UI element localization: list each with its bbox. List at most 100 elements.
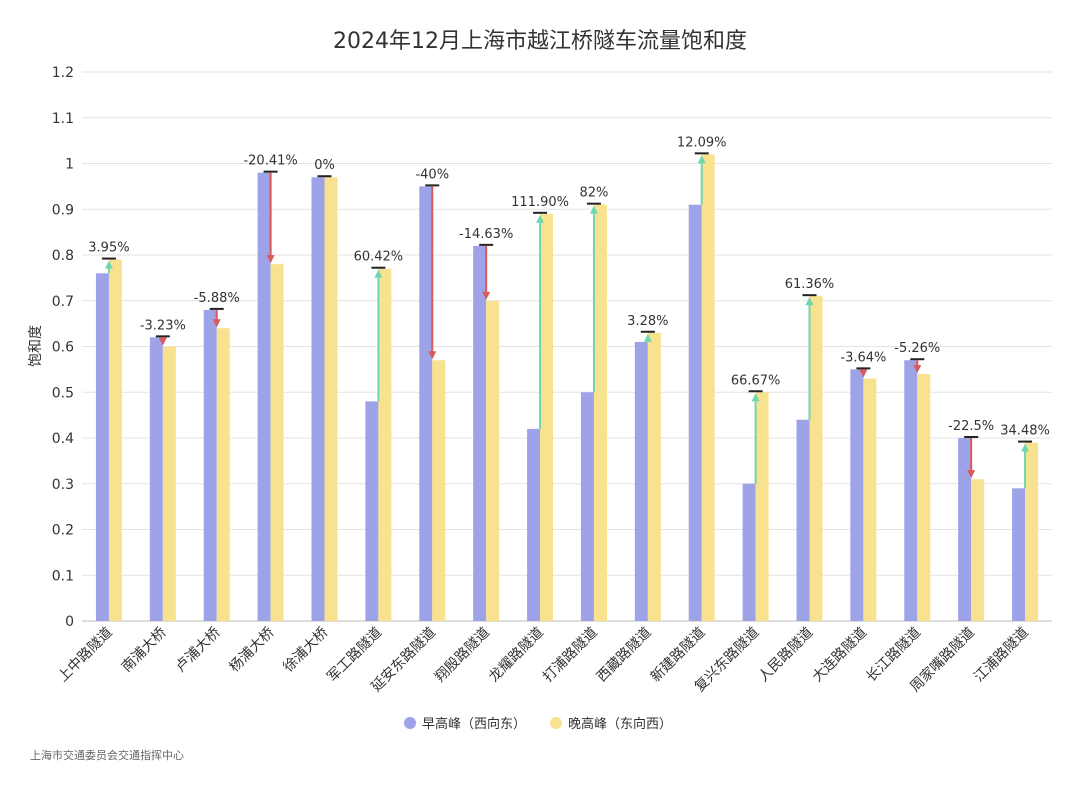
change-label: -14.63% bbox=[459, 227, 513, 242]
y-tick-label: 0 bbox=[65, 614, 74, 630]
change-label: -22.5% bbox=[948, 419, 994, 434]
change-label: 12.09% bbox=[677, 135, 727, 150]
change-arrow-head bbox=[374, 269, 383, 278]
change-label: -40% bbox=[415, 167, 449, 182]
bar-morning bbox=[688, 204, 702, 622]
legend-marker-morning bbox=[404, 717, 416, 729]
bar-morning bbox=[473, 245, 487, 621]
bar-morning bbox=[257, 172, 271, 621]
category-label: 江浦路隧道 bbox=[971, 625, 1032, 686]
bar-evening bbox=[917, 373, 931, 621]
change-arrow-head bbox=[859, 369, 868, 378]
bar-evening bbox=[593, 204, 607, 622]
category-label: 上中路隧道 bbox=[55, 625, 116, 686]
legend: 早高峰（西向东） 晚高峰（东向西） bbox=[404, 716, 672, 732]
change-label: 3.28% bbox=[627, 314, 668, 329]
change-label: 66.67% bbox=[731, 373, 781, 388]
y-tick-label: 0.1 bbox=[52, 568, 74, 584]
y-axis: 0 0.1 0.2 0.3 0.4 0.5 0.6 0.7 0.8 0.9 1 1.1 1.2 bbox=[52, 65, 74, 630]
bar-evening bbox=[108, 259, 122, 621]
bar-morning bbox=[742, 483, 756, 621]
grid bbox=[82, 71, 1052, 622]
bar-evening bbox=[971, 479, 985, 621]
change-arrow-head bbox=[158, 337, 167, 346]
bar-evening bbox=[863, 378, 877, 621]
bar-morning bbox=[958, 438, 972, 621]
y-axis-label: 饱和度 bbox=[28, 325, 44, 367]
category-label: 西藏路隧道 bbox=[594, 625, 655, 686]
y-tick-label: 1 bbox=[65, 157, 74, 173]
bar-morning bbox=[580, 392, 594, 621]
category-label: 徐浦大桥 bbox=[280, 625, 331, 676]
change-arrow-head bbox=[697, 155, 706, 164]
chart-title: 2024年12月上海市越江桥隧车流量饱和度 bbox=[333, 29, 747, 54]
category-label: 龙耀路隧道 bbox=[486, 625, 547, 686]
category-label: 杨浦大桥 bbox=[227, 625, 278, 676]
bar-evening bbox=[378, 268, 392, 621]
change-arrow-head bbox=[428, 351, 437, 360]
change-label: 60.42% bbox=[354, 250, 404, 265]
bar-evening bbox=[216, 328, 230, 621]
change-label: -5.26% bbox=[894, 341, 940, 356]
y-tick-label: 0.6 bbox=[52, 340, 74, 356]
bar-evening bbox=[1025, 442, 1039, 621]
category-label: 翔殷路隧道 bbox=[432, 625, 493, 686]
change-arrow-head bbox=[482, 291, 491, 300]
bars bbox=[95, 154, 1039, 622]
bar-morning bbox=[203, 309, 217, 621]
change-label: -3.23% bbox=[140, 318, 186, 333]
bar-morning bbox=[850, 369, 864, 621]
y-tick-label: 1.2 bbox=[52, 65, 74, 81]
change-label: -5.88% bbox=[194, 291, 240, 306]
bar-evening bbox=[324, 177, 338, 621]
change-arrow-head bbox=[536, 214, 545, 223]
bar-evening bbox=[540, 213, 554, 621]
change-arrow-head bbox=[913, 364, 922, 373]
bar-morning bbox=[1012, 488, 1026, 621]
category-label: 南浦大桥 bbox=[119, 625, 170, 676]
category-label: 卢浦大桥 bbox=[173, 625, 224, 676]
bar-evening bbox=[432, 360, 446, 621]
bar-evening bbox=[162, 346, 176, 621]
legend-label-morning: 早高峰（西向东） bbox=[422, 716, 526, 732]
x-axis: 上中路隧道 南浦大桥 卢浦大桥 杨浦大桥 徐浦大桥军工路隧道延安东路隧道翔殷路隧道龙耀路… bbox=[55, 624, 1032, 695]
y-tick-label: 0.2 bbox=[52, 523, 74, 539]
bar-evening bbox=[755, 392, 769, 621]
y-tick-label: 0.7 bbox=[52, 294, 74, 310]
y-tick-label: 0.4 bbox=[52, 431, 74, 447]
change-label: 3.95% bbox=[88, 241, 129, 256]
change-label: 111.90% bbox=[511, 195, 569, 210]
bar-morning bbox=[527, 428, 541, 621]
legend-label-evening: 晚高峰（东向西） bbox=[568, 716, 672, 732]
change-arrow-head bbox=[805, 297, 814, 306]
y-tick-label: 1.1 bbox=[52, 111, 74, 127]
change-arrow-head bbox=[643, 333, 652, 342]
y-tick-label: 0.9 bbox=[52, 202, 74, 218]
bar-morning bbox=[796, 419, 810, 621]
y-tick-label: 0.8 bbox=[52, 248, 74, 264]
bar-evening bbox=[647, 332, 661, 621]
change-arrow-head bbox=[589, 205, 598, 214]
bar-evening bbox=[701, 154, 715, 621]
bar-evening bbox=[486, 300, 500, 621]
bar-morning bbox=[149, 337, 163, 621]
y-tick-label: 0.3 bbox=[52, 477, 74, 493]
change-arrow-head bbox=[266, 255, 275, 264]
change-arrow-head bbox=[1021, 443, 1030, 452]
y-tick-label: 0.5 bbox=[52, 385, 74, 401]
category-label: 大连路隧道 bbox=[809, 625, 870, 686]
change-label: 61.36% bbox=[785, 277, 835, 292]
change-label: 82% bbox=[579, 186, 608, 201]
bar-morning bbox=[95, 273, 109, 621]
legend-marker-evening bbox=[550, 717, 562, 729]
change-arrow-head bbox=[104, 260, 113, 269]
change-label: 0% bbox=[314, 158, 335, 173]
change-label: 34.48% bbox=[1000, 424, 1050, 439]
change-indicators: 3.95% -3.23% -5.88% -20.41% 0% 60.42% -40% -14.… bbox=[88, 135, 1050, 489]
bar-morning bbox=[419, 186, 433, 621]
bar-morning bbox=[365, 401, 379, 621]
bar-evening bbox=[809, 296, 823, 621]
bar-morning bbox=[634, 341, 648, 621]
bar-morning bbox=[311, 177, 325, 621]
